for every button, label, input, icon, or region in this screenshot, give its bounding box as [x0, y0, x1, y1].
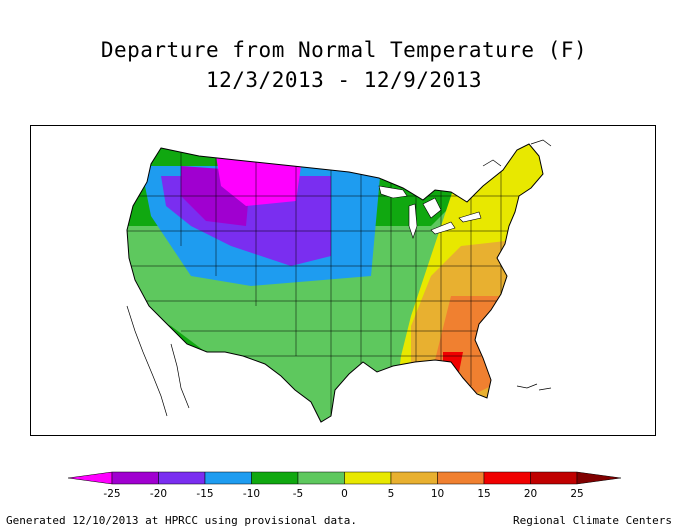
map-period: 12/3/2013 - 12/9/2013 — [205, 68, 482, 92]
legend-swatch — [390, 471, 438, 485]
legend-tick-label: -10 — [243, 488, 260, 500]
us-outline — [126, 143, 544, 423]
color-legend: -25 -20 -15 -10 -5 0 5 10 15 20 25 — [67, 471, 622, 500]
legend-tick-label: 15 — [477, 488, 490, 500]
legend-ticks: -25 -20 -15 -10 -5 0 5 10 15 20 25 — [103, 488, 583, 500]
legend-swatch — [437, 471, 485, 485]
legend-swatch — [67, 471, 113, 485]
departure-shading — [127, 144, 543, 422]
legend-swatch — [204, 471, 252, 485]
legend-tick-label: -5 — [293, 488, 303, 500]
credit-label: Regional Climate Centers — [513, 514, 672, 527]
legend-swatch — [576, 471, 622, 485]
temperature-departure-map — [126, 139, 552, 423]
legend-tick-label: 0 — [341, 488, 348, 500]
neighbor-coastlines — [126, 139, 552, 417]
legend-swatch — [530, 471, 578, 485]
legend-swatch — [483, 471, 531, 485]
map-frame — [30, 125, 656, 436]
legend-swatch — [251, 471, 299, 485]
map-title: Departure from Normal Temperature (F) — [100, 38, 588, 62]
legend-tick-label: 20 — [524, 488, 537, 500]
legend-swatch — [297, 471, 345, 485]
legend-tick-label: 10 — [431, 488, 444, 500]
legend-tick-label: -25 — [103, 488, 120, 500]
generated-note: Generated 12/10/2013 at HPRCC using prov… — [6, 514, 357, 527]
great-lakes — [378, 185, 482, 239]
legend-swatches — [67, 471, 622, 485]
legend-tick-label: -20 — [150, 488, 167, 500]
legend-tick-label: 5 — [388, 488, 395, 500]
legend-swatch — [111, 471, 159, 485]
legend-tick-label: 25 — [570, 488, 583, 500]
legend-tick-label: -15 — [196, 488, 213, 500]
legend-swatch — [158, 471, 206, 485]
legend-swatch — [344, 471, 392, 485]
